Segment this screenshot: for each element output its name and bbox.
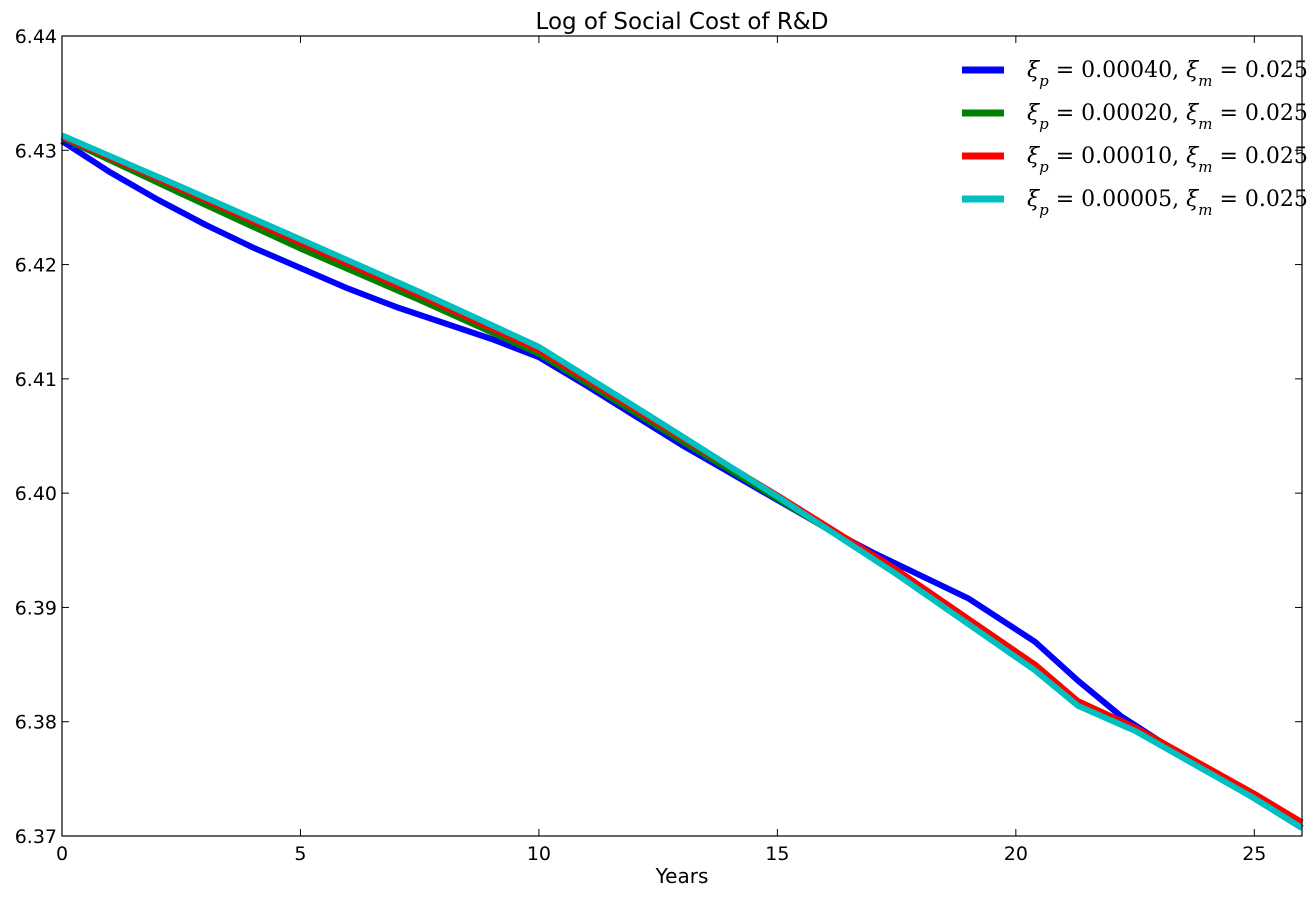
x-tick-label: 20 (1004, 843, 1028, 865)
series-line-4 (60, 132, 1304, 831)
plot-frame (61, 35, 1303, 837)
legend: ξp = 0.00040, ξm = 0.025 ξp = 0.00020, ξm… (962, 58, 1308, 219)
x-tick-label: 25 (1242, 843, 1266, 865)
y-tick-label: 6.43 (15, 140, 57, 162)
legend-label: ξp = 0.00010, ξm = 0.025 (1027, 144, 1308, 176)
legend-label: ξp = 0.00005, ξm = 0.025 (1027, 187, 1308, 219)
y-tick-label: 6.42 (15, 255, 57, 277)
y-tick-label: 6.40 (15, 483, 57, 505)
legend-label: ξp = 0.00020, ξm = 0.025 (1027, 101, 1308, 133)
y-tick-label: 6.39 (15, 597, 57, 619)
x-tick-label: 10 (527, 843, 551, 865)
x-tick-label: 0 (56, 843, 68, 865)
chart-title: Log of Social Cost of R&D (536, 9, 829, 35)
x-axis-label: Years (655, 864, 709, 888)
series-layer (60, 132, 1304, 831)
x-tick-label: 15 (765, 843, 789, 865)
y-tick-label: 6.44 (15, 26, 57, 48)
x-tick-label: 5 (294, 843, 306, 865)
y-tick-label: 6.37 (15, 826, 57, 848)
y-tick-label: 6.41 (15, 369, 57, 391)
y-tick-label: 6.38 (15, 712, 57, 734)
legend-label: ξp = 0.00040, ξm = 0.025 (1027, 58, 1308, 90)
ticks-layer: 0 5 10 15 20 25 6.37 6.38 6.39 6.40 6.41 6.42 6.43 6.… (15, 26, 1302, 865)
